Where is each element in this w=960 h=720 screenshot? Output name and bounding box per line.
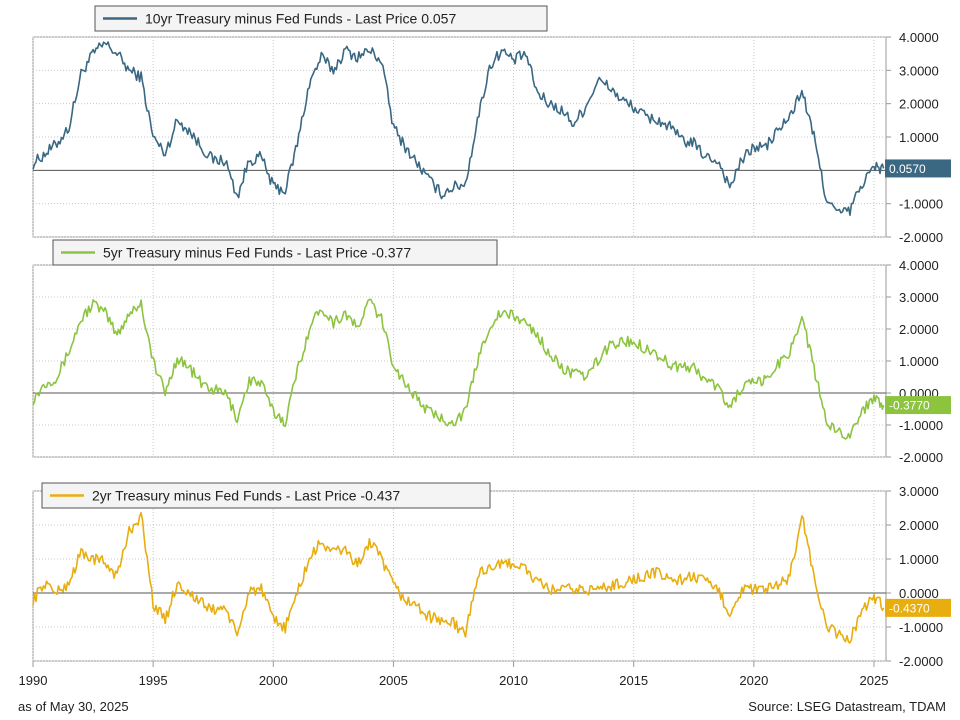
y-tick-label: -2.0000 xyxy=(899,230,943,245)
y-tick-label: 2.0000 xyxy=(899,322,939,337)
panel-2: 4.00003.00002.00001.00000.0000-1.0000-2.… xyxy=(32,239,951,465)
x-tick-label: 2010 xyxy=(499,673,528,688)
y-tick-label: 2.0000 xyxy=(899,97,939,112)
y-tick-label: -2.0000 xyxy=(899,450,943,465)
y-tick-label: 3.0000 xyxy=(899,484,939,499)
panel-1: 4.0000 3.0000 2.0000 1.0000 -1.0000 -2.0000 0.… xyxy=(32,5,951,245)
last-price-tag xyxy=(885,396,951,415)
y-tick-label: 1.0000 xyxy=(899,354,939,369)
x-tick-label: 2020 xyxy=(739,673,768,688)
legend-label: 10yr Treasury minus Fed Funds - Last Pri… xyxy=(145,11,456,27)
last-price-label: 0.0570 xyxy=(889,162,926,176)
x-tick-label: 1990 xyxy=(19,673,48,688)
y-tick-label: 1.0000 xyxy=(899,130,939,145)
y-tick-label: 4.0000 xyxy=(899,30,939,45)
y-tick-label: 2.0000 xyxy=(899,518,939,533)
last-price-label: -0.4370 xyxy=(889,601,930,615)
plot-frame xyxy=(32,490,887,662)
x-tick-label: 2005 xyxy=(379,673,408,688)
y-tick-label: -1.0000 xyxy=(899,620,943,635)
x-tick-label: 2000 xyxy=(259,673,288,688)
y-tick-label: 3.0000 xyxy=(899,63,939,78)
series-line xyxy=(32,511,885,644)
as-of-date: as of May 30, 2025 xyxy=(18,699,129,714)
y-tick-label: 3.0000 xyxy=(899,290,939,305)
y-tick-label: -1.0000 xyxy=(899,197,943,212)
panel-3: 3.0000 2.0000 1.0000 0.0000 -1.0000 -2.0000 -0… xyxy=(32,482,951,669)
series-line xyxy=(32,298,885,440)
y-tick-label: -1.0000 xyxy=(899,418,943,433)
legend-label: 5yr Treasury minus Fed Funds - Last Pric… xyxy=(103,245,411,261)
legend-label: 2yr Treasury minus Fed Funds - Last Pric… xyxy=(92,488,400,504)
y-tick-label: 4.0000 xyxy=(899,258,939,273)
last-price-tag xyxy=(885,598,951,617)
last-price-label: -0.3770 xyxy=(889,399,930,413)
x-tick-label: 2015 xyxy=(619,673,648,688)
y-tick-label: -2.0000 xyxy=(899,654,943,669)
legend-box xyxy=(94,5,548,32)
x-tick-label: 1995 xyxy=(139,673,168,688)
y-tick-label: 1.0000 xyxy=(899,552,939,567)
legend-box xyxy=(52,239,498,266)
source-note: Source: LSEG Datastream, TDAM xyxy=(748,699,946,714)
x-tick-label: 2025 xyxy=(860,673,889,688)
y-tick-label: 0.0000 xyxy=(899,586,939,601)
series-line xyxy=(32,41,885,216)
legend-box xyxy=(41,482,491,509)
last-price-tag xyxy=(885,159,951,178)
